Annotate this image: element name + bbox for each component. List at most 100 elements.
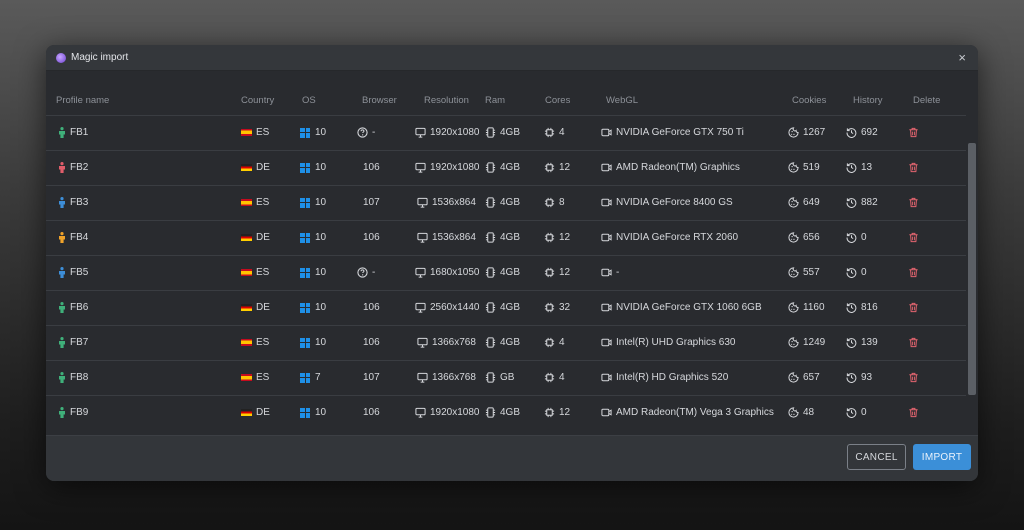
vertical-scrollbar[interactable]	[968, 143, 976, 395]
monitor-icon	[415, 267, 426, 278]
table-row[interactable]: FB6 DE 10 106 2560x1440 4GB 32 NVIDIA G	[46, 290, 966, 324]
trash-icon[interactable]	[908, 232, 919, 243]
gpu-icon	[601, 127, 612, 138]
cores-value: 12	[559, 407, 571, 418]
gpu-icon	[601, 232, 612, 243]
profile-cell: FB7	[58, 337, 88, 348]
history-cell: 13	[846, 162, 872, 173]
trash-icon[interactable]	[908, 267, 919, 278]
trash-icon[interactable]	[908, 337, 919, 348]
delete-cell	[908, 197, 923, 208]
resolution-cell: 1366x768	[417, 337, 476, 348]
browser-version: 106	[363, 407, 380, 418]
trash-icon[interactable]	[908, 197, 919, 208]
webgl-value: NVIDIA GeForce GTX 1060 6GB	[616, 302, 762, 313]
profile-cell: FB8	[58, 372, 88, 383]
table-row[interactable]: FB7 ES 10 106 1366x768 4GB 4 Intel(R) U	[46, 325, 966, 359]
column-header-webgl[interactable]: WebGL	[606, 95, 639, 106]
browser-cell: 106	[363, 232, 380, 243]
country-code: DE	[256, 162, 270, 173]
trash-icon[interactable]	[908, 127, 919, 138]
profile-name: FB9	[70, 407, 89, 418]
ram-icon	[485, 232, 496, 243]
close-icon[interactable]: ×	[958, 50, 966, 65]
column-header-browser[interactable]: Browser	[362, 95, 397, 106]
ram-cell: 4GB	[485, 232, 520, 243]
profile-name: FB6	[70, 302, 89, 313]
country-cell: DE	[241, 162, 270, 173]
history-icon	[846, 267, 857, 278]
history-cell: 816	[846, 302, 878, 313]
cookies-value: 656	[803, 232, 820, 243]
table-row[interactable]: FB1 ES 10 - 1920x1080 4GB 4 NVIDIA GeFo	[46, 115, 966, 149]
trash-icon[interactable]	[908, 372, 919, 383]
browser-version: 107	[363, 197, 380, 208]
country-cell: ES	[241, 127, 269, 138]
cookies-value: 519	[803, 162, 820, 173]
trash-icon[interactable]	[908, 162, 919, 173]
cookies-value: 1160	[803, 302, 825, 313]
browser-cell: -	[357, 267, 375, 278]
resolution-cell: 1920x1080	[415, 407, 480, 418]
trash-icon[interactable]	[908, 302, 919, 313]
webgl-cell: NVIDIA GeForce GTX 750 Ti	[601, 127, 744, 138]
resolution-value: 1536x864	[432, 232, 476, 243]
country-code: ES	[256, 372, 270, 383]
table-row[interactable]: FB8 ES 7 107 1366x768 GB 4 Intel(R) HD	[46, 360, 966, 394]
column-header-profile[interactable]: Profile name	[56, 95, 110, 106]
profile-cell: FB4	[58, 232, 88, 243]
delete-cell	[908, 232, 923, 243]
ram-cell: GB	[485, 372, 514, 383]
table-row[interactable]: FB2 DE 10 106 1920x1080 4GB 12 AMD Rade	[46, 150, 966, 184]
delete-cell	[908, 267, 923, 278]
os-version: 10	[315, 162, 327, 173]
cookies-cell: 557	[788, 267, 820, 278]
cookies-cell: 657	[788, 372, 820, 383]
windows-icon	[300, 127, 310, 138]
column-header-country[interactable]: Country	[241, 95, 275, 106]
monitor-icon	[415, 302, 426, 313]
resolution-cell: 1680x1050	[415, 267, 480, 278]
column-header-cookies[interactable]: Cookies	[792, 95, 827, 106]
monitor-icon	[417, 372, 428, 383]
cancel-button[interactable]: CANCEL	[847, 444, 906, 470]
os-cell: 10	[300, 197, 326, 208]
cores-value: 4	[559, 337, 565, 348]
trash-icon[interactable]	[908, 407, 919, 418]
ram-cell: 4GB	[485, 267, 520, 278]
gpu-icon	[601, 337, 612, 348]
history-icon	[846, 162, 857, 173]
table-row[interactable]: FB9 DE 10 106 1920x1080 4GB 12 AMD Rade	[46, 395, 966, 429]
history-value: 13	[861, 162, 873, 173]
column-header-history[interactable]: History	[853, 95, 883, 106]
os-cell: 10	[300, 407, 326, 418]
table-row[interactable]: FB4 DE 10 106 1536x864 4GB 12 NVIDIA Ge	[46, 220, 966, 254]
dialog-titlebar: Magic import ×	[46, 45, 978, 71]
browser-version: -	[372, 127, 376, 138]
germany-flag-icon	[241, 234, 252, 241]
os-cell: 10	[300, 127, 326, 138]
column-header-delete: Delete	[913, 95, 941, 106]
cookies-cell: 1249	[788, 337, 825, 348]
resolution-cell: 1366x768	[417, 372, 476, 383]
ram-value: 4GB	[500, 267, 521, 278]
question-icon	[357, 127, 368, 138]
column-header-cores[interactable]: Cores	[545, 95, 571, 106]
table-row[interactable]: FB3 ES 10 107 1536x864 4GB 8 NVIDIA GeF	[46, 185, 966, 219]
browser-cell: -	[357, 127, 375, 138]
history-value: 0	[861, 232, 867, 243]
cookies-cell: 656	[788, 232, 820, 243]
table-row[interactable]: FB5 ES 10 - 1680x1050 4GB 12 -	[46, 255, 966, 289]
webgl-cell: NVIDIA GeForce RTX 2060	[601, 232, 738, 243]
profile-cell: FB6	[58, 302, 88, 313]
os-version: 10	[315, 197, 327, 208]
germany-flag-icon	[241, 304, 252, 311]
import-button[interactable]: IMPORT	[913, 444, 971, 470]
dialog-footer: CANCEL IMPORT	[46, 435, 978, 481]
column-header-os[interactable]: OS	[302, 95, 316, 106]
column-header-resolution[interactable]: Resolution	[424, 95, 469, 106]
column-header-ram[interactable]: Ram	[485, 95, 506, 106]
browser-version: 106	[363, 302, 380, 313]
browser-cell: 106	[363, 407, 380, 418]
os-version: 10	[315, 127, 327, 138]
